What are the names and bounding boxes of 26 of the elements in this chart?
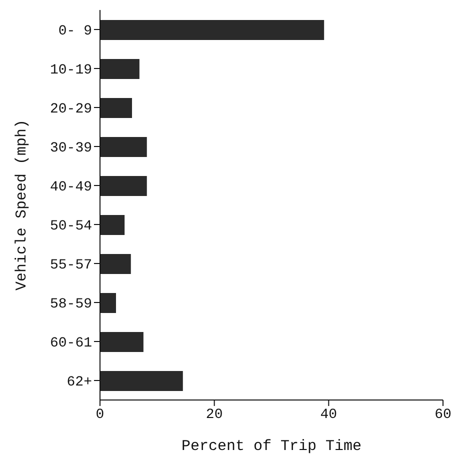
x-tick-label: 20	[206, 406, 223, 423]
bar	[100, 215, 125, 235]
y-tick-label: 10-19	[50, 62, 92, 78]
bar	[100, 59, 140, 79]
bar	[100, 332, 144, 352]
y-tick-label: 0- 9	[58, 23, 92, 40]
y-tick-label: 60-61	[50, 335, 92, 352]
x-axis-title: Percent of Trip Time	[181, 438, 362, 455]
x-tick-label: 60	[434, 406, 452, 423]
bar	[100, 98, 132, 118]
y-tick-label: 62+	[66, 374, 92, 390]
y-axis-title: Vehicle Speed (mph)	[13, 119, 30, 291]
bar	[100, 254, 131, 274]
y-tick-label: 30-39	[50, 140, 92, 156]
bar	[100, 176, 147, 196]
y-tick-label: 50-54	[50, 218, 92, 234]
y-tick-label: 58-59	[50, 296, 92, 312]
bar	[100, 20, 324, 40]
y-tick-label: 55-57	[50, 257, 92, 274]
y-tick-label: 20-29	[50, 101, 92, 118]
y-tick-label: 40-49	[50, 179, 92, 196]
bar	[100, 371, 183, 391]
x-tick-label: 40	[320, 406, 338, 423]
bar	[100, 137, 147, 157]
bar	[100, 293, 116, 313]
x-tick-label: 0	[96, 406, 104, 423]
